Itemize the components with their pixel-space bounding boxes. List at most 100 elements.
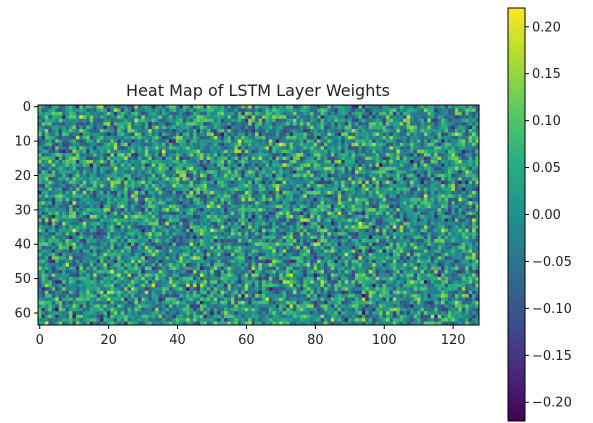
heatmap-cell: [82, 197, 87, 202]
heatmap-cell: [155, 149, 159, 154]
heatmap-cell: [444, 184, 449, 188]
heatmap-cell: [82, 111, 87, 116]
heatmap-cell: [372, 108, 376, 113]
heatmap-cell: [79, 153, 84, 157]
heatmap-cell: [137, 170, 142, 175]
heatmap-cell: [117, 177, 122, 181]
heatmap-cell: [299, 208, 304, 212]
heatmap-cell: [348, 173, 352, 178]
heatmap-cell: [210, 135, 215, 140]
heatmap-cell: [186, 149, 190, 154]
heatmap-cell: [454, 118, 459, 123]
heatmap-cell: [317, 139, 321, 144]
heatmap-cell: [210, 208, 215, 212]
heatmap-cell: [96, 129, 101, 133]
heatmap-cell: [162, 153, 166, 157]
heatmap-cell: [323, 215, 328, 219]
heatmap-cell: [75, 204, 80, 209]
heatmap-cell: [303, 146, 308, 151]
heatmap-cell: [48, 129, 53, 133]
heatmap-cell: [38, 163, 42, 168]
heatmap-cell: [399, 228, 404, 233]
heatmap-cell: [306, 166, 311, 171]
heatmap-cell: [310, 170, 314, 175]
heatmap-cell: [48, 190, 53, 195]
heatmap-cell: [72, 180, 77, 185]
heatmap-cell: [410, 204, 414, 209]
heatmap-cell: [227, 146, 232, 151]
heatmap-cell: [137, 142, 142, 147]
heatmap-cell: [413, 118, 418, 123]
heatmap-cell: [320, 201, 325, 206]
heatmap-cell: [172, 194, 177, 199]
heatmap-cell: [451, 232, 456, 236]
heatmap-cell: [447, 218, 452, 223]
heatmap-cell: [282, 166, 287, 171]
heatmap-cell: [265, 194, 270, 199]
heatmap-cell: [396, 160, 401, 164]
heatmap-cell: [137, 115, 142, 120]
heatmap-cell: [230, 221, 235, 226]
heatmap-cell: [451, 166, 456, 171]
heatmap-cell: [265, 153, 270, 157]
heatmap-cell: [396, 215, 401, 219]
heatmap-cell: [217, 218, 221, 223]
heatmap-cell: [292, 221, 297, 226]
heatmap-cell: [403, 146, 407, 151]
heatmap-cell: [406, 153, 411, 157]
heatmap-cell: [134, 221, 139, 226]
heatmap-cell: [203, 173, 208, 178]
heatmap-cell: [137, 215, 142, 219]
heatmap-cell: [303, 122, 308, 126]
heatmap-cell: [168, 153, 173, 157]
heatmap-cell: [296, 204, 301, 209]
heatmap-cell: [237, 208, 242, 212]
heatmap-cell: [379, 149, 383, 154]
heatmap-cell: [392, 187, 397, 192]
heatmap-cell: [389, 173, 394, 178]
heatmap-cell: [303, 177, 308, 181]
heatmap-cell: [265, 187, 270, 192]
heatmap-cell: [206, 135, 211, 140]
heatmap-cell: [437, 156, 442, 161]
heatmap-cell: [44, 122, 49, 126]
heatmap-cell: [313, 197, 318, 202]
heatmap-cell: [430, 215, 435, 219]
heatmap-cell: [120, 232, 125, 236]
heatmap-cell: [124, 211, 128, 216]
heatmap-cell: [385, 225, 390, 230]
heatmap-cell: [189, 139, 194, 144]
heatmap-cell: [244, 170, 249, 175]
heatmap-cell: [372, 166, 376, 171]
heatmap-cell: [69, 228, 73, 233]
heatmap-cell: [430, 218, 435, 223]
heatmap-cell: [403, 221, 407, 226]
heatmap-cell: [299, 197, 304, 202]
heatmap-cell: [79, 235, 84, 240]
heatmap-cell: [234, 225, 239, 230]
heatmap-cell: [441, 232, 445, 236]
heatmap-cell: [75, 187, 80, 192]
heatmap-cell: [162, 173, 166, 178]
heatmap-cell: [334, 115, 339, 120]
heatmap-cell: [175, 190, 180, 195]
heatmap-cell: [120, 184, 125, 188]
heatmap-cell: [120, 163, 125, 168]
heatmap-cell: [320, 160, 325, 164]
heatmap-cell: [75, 115, 80, 120]
heatmap-cell: [475, 146, 480, 151]
heatmap-cell: [420, 208, 425, 212]
heatmap-cell: [244, 108, 249, 113]
heatmap-cell: [423, 184, 428, 188]
heatmap-cell: [193, 166, 197, 171]
heatmap-cell: [465, 184, 470, 188]
heatmap-cell: [358, 142, 363, 147]
heatmap-cell: [155, 187, 159, 192]
heatmap-cell: [361, 166, 366, 171]
heatmap-cell: [55, 118, 60, 123]
heatmap-cell: [41, 211, 46, 216]
heatmap-cell: [427, 163, 432, 168]
heatmap-cell: [51, 204, 56, 209]
heatmap-cell: [117, 153, 122, 157]
heatmap-cell: [96, 163, 101, 168]
